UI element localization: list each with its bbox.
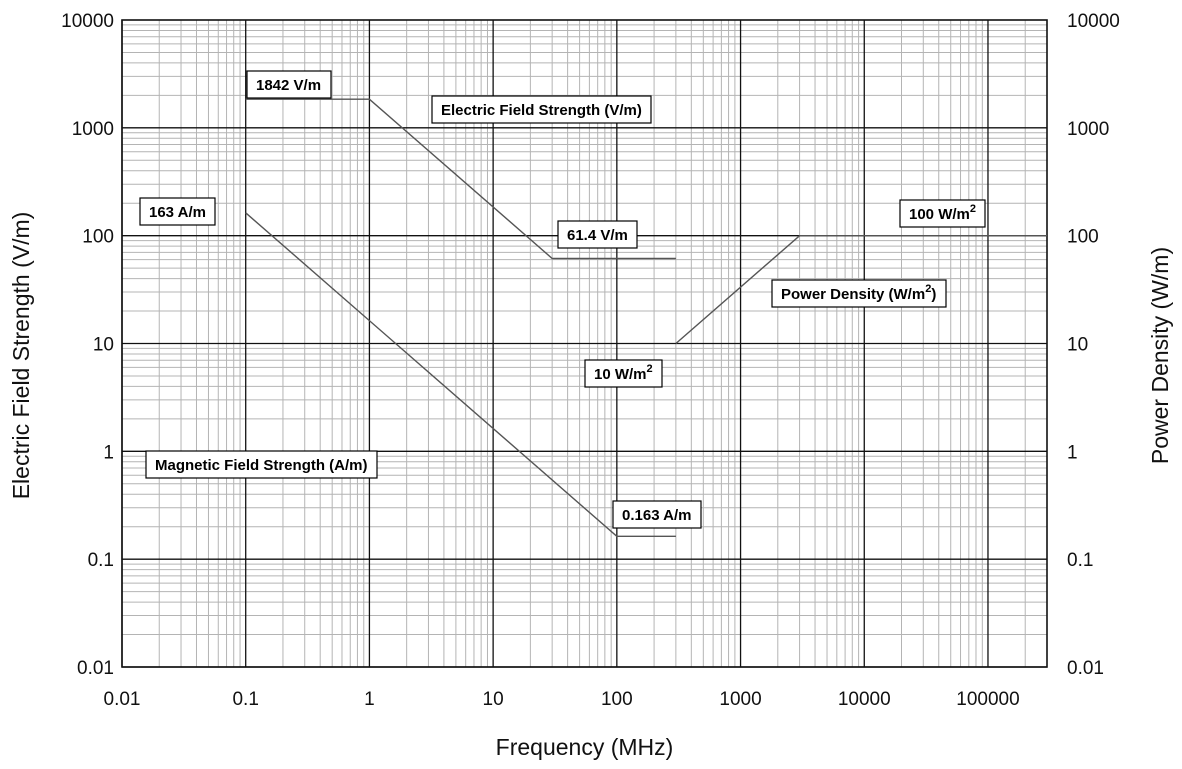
- label-electric-field-strength-text: Electric Field Strength (V/m): [441, 102, 642, 119]
- label-61-4-vm-text: 61.4 V/m: [567, 227, 628, 244]
- x-tick-label: 1: [364, 689, 375, 710]
- label-163-am-box: [139, 197, 216, 226]
- label-61-4-vm-box: [557, 220, 638, 249]
- label-10-wm2-text: 10 W/m2: [594, 363, 653, 383]
- label-magnetic-field-strength: Magnetic Field Strength (A/m): [145, 450, 378, 479]
- x-tick-label: 100000: [956, 689, 1019, 710]
- magnetic-field-series: [245, 212, 676, 537]
- y-left-tick-labels: 10000 1000 100 10 1 0.1 0.01: [61, 11, 114, 679]
- label-magnetic-field-strength-text: Magnetic Field Strength (A/m): [155, 457, 368, 474]
- x-tick-label: 0.1: [232, 689, 258, 710]
- y-right-tick-label: 10000: [1067, 11, 1120, 32]
- y-right-tick-label: 1000: [1067, 119, 1109, 140]
- label-1842-vm: 1842 V/m: [246, 70, 332, 99]
- label-0-163-am-text: 0.163 A/m: [622, 507, 692, 524]
- label-10-wm2: 10 W/m2: [584, 359, 663, 388]
- y-right-axis-title: Power Density (W/m): [1147, 247, 1173, 464]
- power-density-series: [675, 234, 1047, 345]
- label-10-wm2-box: [584, 359, 663, 388]
- label-0-163-am: 0.163 A/m: [612, 500, 702, 529]
- x-tick-label: 10: [483, 689, 504, 710]
- y-left-tick-label: 10000: [61, 11, 114, 32]
- y-right-tick-labels: 10000 1000 100 10 1 0.1 0.01: [1067, 11, 1120, 679]
- label-100-wm2-box: [899, 199, 986, 228]
- x-tick-label: 0.01: [104, 689, 141, 710]
- x-tick-label: 100: [601, 689, 633, 710]
- y-left-tick-label: 10: [93, 335, 114, 356]
- x-tick-labels: 0.01 0.1 1 10 100 1000 10000 100000: [104, 689, 1020, 710]
- annotations: 1842 V/m Electric Field Strength (V/m) 163…: [139, 70, 986, 529]
- y-left-tick-label: 1: [103, 442, 114, 463]
- label-61-4-vm: 61.4 V/m: [557, 220, 638, 249]
- series-layer: [245, 98, 1047, 537]
- label-1842-vm-text: 1842 V/m: [256, 77, 321, 94]
- label-power-density-text: Power Density (W/m2): [781, 283, 936, 303]
- label-0-163-am-box: [612, 500, 702, 529]
- label-electric-field-strength: Electric Field Strength (V/m): [431, 95, 652, 124]
- y-left-tick-label: 0.1: [88, 550, 114, 571]
- y-left-tick-label: 100: [82, 227, 114, 248]
- x-tick-label: 1000: [719, 689, 761, 710]
- label-power-density: Power Density (W/m2): [771, 279, 947, 308]
- label-1842-vm-box: [246, 70, 332, 99]
- label-100-wm2-text: 100 W/m2: [909, 203, 976, 223]
- electric-field-series: [245, 98, 676, 260]
- label-electric-field-strength-box: [431, 95, 652, 124]
- label-power-density-box: [771, 279, 947, 308]
- y-left-tick-label: 0.01: [77, 658, 114, 679]
- label-163-am: 163 A/m: [139, 197, 216, 226]
- y-left-axis-title: Electric Field Strength (V/m): [8, 212, 34, 500]
- plot-frame: [121, 19, 1048, 668]
- label-100-wm2: 100 W/m2: [899, 199, 986, 228]
- y-right-tick-label: 100: [1067, 227, 1099, 248]
- y-right-tick-label: 1: [1067, 442, 1078, 463]
- label-163-am-text: 163 A/m: [149, 204, 206, 221]
- y-right-tick-label: 0.1: [1067, 550, 1093, 571]
- y-right-tick-label: 10: [1067, 335, 1088, 356]
- x-tick-label: 10000: [838, 689, 891, 710]
- x-axis-title: Frequency (MHz): [496, 734, 674, 760]
- y-right-tick-label: 0.01: [1067, 658, 1104, 679]
- label-magnetic-field-strength-box: [145, 450, 378, 479]
- y-left-tick-label: 1000: [72, 119, 114, 140]
